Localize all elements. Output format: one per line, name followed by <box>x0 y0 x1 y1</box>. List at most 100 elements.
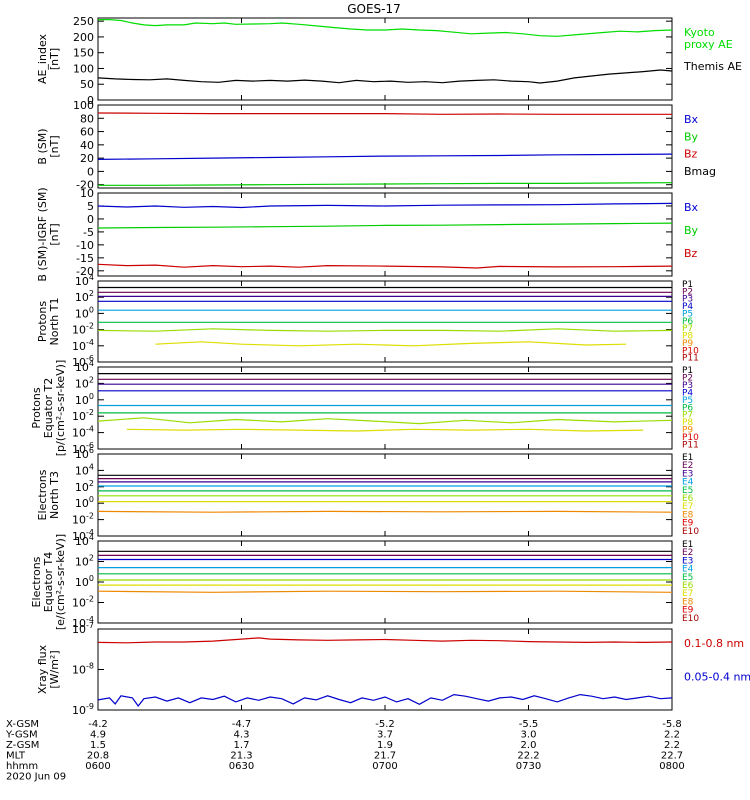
y-tick-label: 10-2 <box>72 512 94 527</box>
panel-xray: 10-9 10-8 10-7 Xray flux [W/m²] 0.1-0.8 nm 0.0… <box>36 621 750 717</box>
series-line-0-05-0-4-nm <box>97 693 673 708</box>
x-tick-value: 21.3 <box>230 751 252 762</box>
y-tick-label: 60 <box>80 126 94 139</box>
legend-entry: P3 <box>682 295 693 305</box>
panel-frame <box>97 104 673 189</box>
legend-entry: Bz <box>684 148 698 161</box>
legend-entry: P5 <box>682 396 693 406</box>
y-tick-label: -5 <box>83 226 94 239</box>
x-tick-value: 4.3 <box>234 730 250 741</box>
legend-entry: E8 <box>682 510 694 520</box>
y-tick-label: 0 <box>87 213 94 226</box>
x-tick-value: -5.2 <box>375 719 395 730</box>
y-tick-label: 102 <box>75 289 94 304</box>
x-tick-value: 22.7 <box>661 751 683 762</box>
legend-entry: P1 <box>682 366 693 376</box>
legend-entry: P9 <box>682 426 693 436</box>
y-tick-label: 250 <box>73 15 94 28</box>
x-tick-value: 1.5 <box>90 740 106 751</box>
legend-entry: E1 <box>682 540 693 550</box>
legend-entry: P10 <box>682 346 699 356</box>
y-tick-label: 104 <box>75 273 94 288</box>
legend-entry: P2 <box>682 373 693 383</box>
chart-title: GOES-17 <box>347 2 401 16</box>
legend-entry: Themis AE <box>683 60 742 73</box>
series-line-p7 <box>97 328 673 332</box>
x-tick-value: 2.2 <box>664 740 680 751</box>
legend-entry: E6 <box>682 581 694 591</box>
y-tick-label: 100 <box>75 392 94 407</box>
legend-entry: P10 <box>682 433 699 443</box>
y-tick-label: 10-4 <box>72 425 94 440</box>
panel-frame <box>97 280 673 363</box>
x-tick-value: -4.2 <box>88 719 108 730</box>
y-tick-label: 102 <box>75 375 94 390</box>
legend-entry: P8 <box>682 418 693 428</box>
y-tick-label: 50 <box>80 78 94 91</box>
x-tick-value: -5.8 <box>662 719 682 730</box>
legend-entry: E4 <box>682 565 694 575</box>
y-axis-label: B (SM) <box>36 128 49 164</box>
legend-entry: E7 <box>682 502 693 512</box>
legend-entry: P4 <box>682 302 693 312</box>
y-tick-label: 104 <box>75 462 94 477</box>
legend-entry: E9 <box>682 606 694 616</box>
y-axis-label: [e/(cm²-s-sr-keV)] <box>54 534 67 630</box>
y-tick-label: -15 <box>76 252 94 265</box>
legend-entry: Bz <box>684 247 698 260</box>
legend-entry: E9 <box>682 519 694 529</box>
legend-entry: By <box>684 130 699 143</box>
y-tick-label: 100 <box>75 495 94 510</box>
legend-entry: E4 <box>682 478 694 488</box>
x-tick-value: 3.7 <box>377 730 393 741</box>
x-row-label: 2020 Jun 09 <box>6 772 66 783</box>
x-row-label: MLT <box>6 751 26 762</box>
y-tick-label: 10-9 <box>72 702 94 717</box>
legend-entry: P8 <box>682 332 693 342</box>
legend-entry: Kyoto <box>684 26 715 39</box>
y-tick-label: 10-6 <box>72 441 94 456</box>
y-axis-label: Protons <box>30 387 43 428</box>
series-line-themis-ae <box>97 69 673 84</box>
legend-entry: 0.05-0.4 nm <box>684 671 750 684</box>
y-tick-label: -20 <box>76 179 94 192</box>
series-line-p7 <box>97 417 673 425</box>
y-tick-label: 102 <box>75 479 94 494</box>
y-axis-label: [nT] <box>48 135 61 157</box>
series-line-kyoto-proxy-ae <box>98 19 673 37</box>
y-tick-label: -20 <box>76 265 94 278</box>
y-tick-label: 10-4 <box>72 615 94 630</box>
legend-entry: Bx <box>684 113 699 126</box>
x-row-label: Z-GSM <box>6 740 39 751</box>
x-tick-value: 0600 <box>85 761 110 772</box>
series-line-by <box>97 222 673 229</box>
y-tick-label: 10-4 <box>72 528 94 543</box>
y-tick-label: 100 <box>73 62 94 75</box>
y-tick-label: -10 <box>76 239 94 252</box>
y-tick-label: 200 <box>73 31 94 44</box>
x-tick-value: -4.7 <box>232 719 252 730</box>
y-tick-label: 100 <box>75 305 94 320</box>
y-axis-label: Xray flux <box>36 644 49 694</box>
legend-entry: E10 <box>682 614 699 624</box>
panel-frame <box>97 628 673 711</box>
y-tick-label: 150 <box>73 47 94 60</box>
series-line-e8 <box>97 590 673 593</box>
legend-entry: Bx <box>684 201 699 214</box>
legend-entry: E2 <box>682 461 693 471</box>
legend-entry: P1 <box>682 280 693 290</box>
x-tick-value: 0700 <box>372 761 397 772</box>
y-tick-label: 0 <box>87 94 94 107</box>
x-tick-value: 22.2 <box>517 751 539 762</box>
legend-entry: P7 <box>682 324 693 334</box>
legend-entry: P3 <box>682 381 693 391</box>
series-line-p8 <box>126 428 644 432</box>
panel-frame <box>97 453 673 537</box>
y-axis-label: Protons <box>36 301 49 342</box>
y-tick-label: 10-2 <box>72 408 94 423</box>
